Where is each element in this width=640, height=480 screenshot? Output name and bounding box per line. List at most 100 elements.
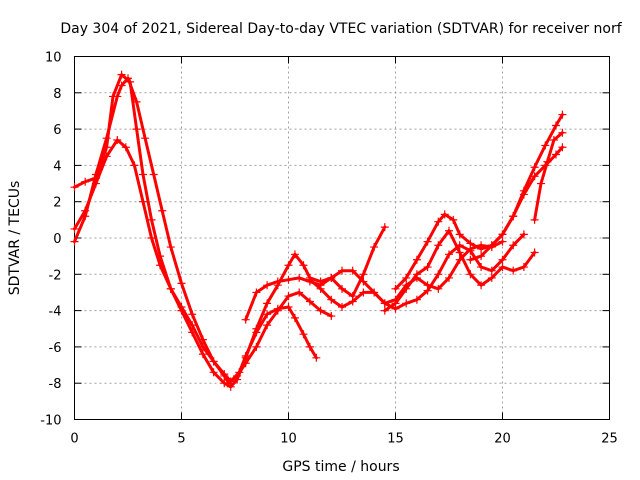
data-point [312, 353, 321, 362]
data-point [434, 284, 443, 293]
data-point [487, 241, 496, 250]
data-point [359, 288, 368, 297]
data-point [273, 306, 282, 315]
data-point [130, 161, 139, 170]
data-point [263, 310, 272, 319]
data-point [449, 215, 458, 224]
data-point [295, 288, 304, 297]
series-track-e [305, 230, 528, 313]
data-point [445, 273, 453, 282]
data-point [370, 288, 379, 297]
data-point [252, 324, 261, 333]
data-point [209, 357, 218, 366]
series-track-h [466, 143, 567, 264]
data-point [252, 288, 261, 297]
data-point [138, 170, 147, 179]
data-point [263, 299, 272, 308]
data-point [423, 263, 432, 272]
data-point [156, 252, 165, 261]
x-axis-label: GPS time / hours [282, 459, 399, 475]
series-track-i [530, 128, 567, 224]
data-point [348, 266, 357, 275]
data-point [434, 217, 443, 226]
data-point [141, 134, 150, 143]
y-tick-label: 10 [45, 51, 62, 66]
data-point [440, 210, 449, 219]
y-tick-label: 8 [53, 87, 61, 102]
data-point [466, 270, 475, 279]
data-point [530, 172, 539, 181]
data-point [466, 239, 475, 248]
x-tick-label: 25 [601, 432, 618, 447]
data-point [295, 273, 304, 282]
data-point [466, 255, 475, 264]
data-point [113, 135, 122, 144]
data-point [558, 128, 567, 137]
data-point [359, 270, 368, 279]
data-point [327, 273, 336, 282]
data-point [305, 297, 314, 306]
data-point [380, 223, 389, 232]
data-point [81, 212, 90, 221]
data-point [117, 70, 126, 79]
data-point [166, 284, 175, 293]
data-series [70, 70, 567, 391]
data-point [549, 135, 558, 144]
data-point [412, 295, 421, 304]
data-point [338, 266, 346, 275]
data-point [558, 143, 567, 152]
data-point [220, 379, 229, 388]
x-tick-label: 0 [70, 432, 78, 447]
data-point [359, 277, 368, 286]
data-point [132, 125, 141, 134]
data-point [316, 306, 325, 315]
data-point [541, 141, 550, 150]
data-point [138, 197, 147, 206]
data-point [273, 277, 282, 286]
data-point [519, 230, 528, 239]
data-point [477, 263, 486, 272]
data-point [305, 342, 314, 351]
data-point [70, 183, 79, 192]
data-point [530, 215, 539, 224]
data-point [220, 371, 229, 380]
y-tick-label: 2 [53, 196, 61, 211]
data-point [70, 224, 79, 233]
chart-title: Day 304 of 2021, Sidereal Day-to-day VTE… [60, 21, 622, 37]
data-point [552, 150, 560, 159]
data-point [434, 270, 443, 279]
data-point [338, 302, 346, 311]
data-point [509, 241, 518, 250]
x-tick-label: 5 [177, 432, 185, 447]
data-point [198, 335, 207, 344]
x-tick-label: 15 [387, 432, 404, 447]
data-point [477, 252, 486, 261]
y-tick-label: -10 [40, 414, 61, 429]
y-tick-label: 4 [53, 159, 61, 174]
data-point [177, 306, 186, 315]
data-point [552, 121, 560, 130]
data-point [263, 321, 272, 330]
data-point [498, 255, 507, 264]
data-point [91, 174, 100, 183]
y-tick-labels: -10 -8 -6 -4 -2 0 2 4 6 8 10 [40, 51, 61, 429]
data-point [188, 328, 197, 337]
data-point [198, 350, 207, 359]
y-axis-label: SDTVAR / TECUs [7, 181, 23, 296]
data-point [149, 170, 158, 179]
data-point [487, 266, 496, 275]
data-point [284, 261, 293, 270]
data-point [509, 212, 518, 221]
data-point [477, 281, 486, 290]
data-point [537, 179, 546, 188]
axis-ticks [74, 56, 610, 420]
data-point [380, 299, 389, 308]
data-point [402, 299, 411, 308]
data-point [327, 295, 336, 304]
data-point [519, 190, 528, 199]
series-track-f [380, 226, 539, 315]
data-point [109, 92, 118, 101]
x-tick-labels: 0 5 10 15 20 25 [70, 432, 617, 447]
